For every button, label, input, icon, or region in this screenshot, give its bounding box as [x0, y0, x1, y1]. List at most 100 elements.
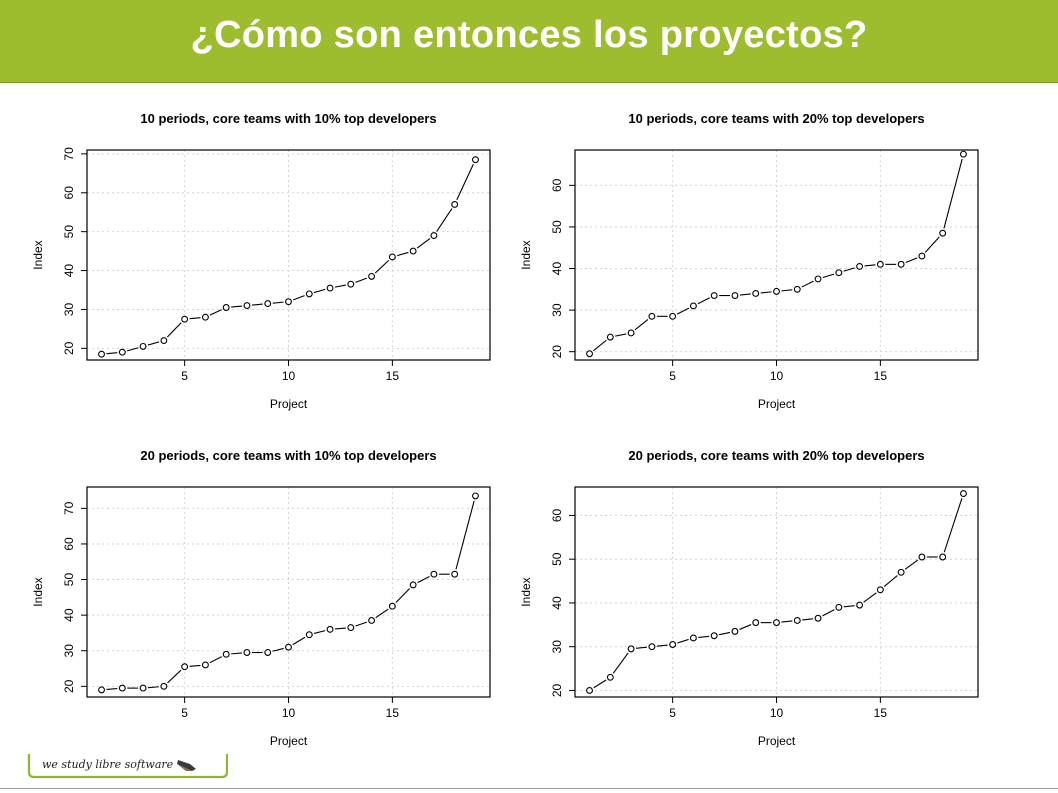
data-point [243, 302, 251, 310]
chart-svg: 10 periods, core teams with 20% top deve… [519, 111, 979, 411]
series-segment [718, 631, 731, 636]
data-point [305, 290, 313, 298]
data-point [118, 348, 126, 356]
data-point [897, 260, 905, 268]
y-tick-label: 50 [62, 573, 76, 587]
series-segment [167, 669, 182, 684]
series-segment [436, 208, 453, 232]
data-point [181, 663, 189, 671]
series-segment [905, 257, 918, 264]
y-tick-label: 70 [62, 147, 76, 161]
logo-text: we study libre software [42, 758, 174, 771]
x-tick-label: 10 [770, 706, 784, 720]
series-segment [375, 608, 389, 619]
x-tick-label: 10 [282, 706, 296, 720]
data-point [98, 350, 105, 358]
data-point [669, 312, 677, 320]
chart-svg: 10 periods, core teams with 10% top deve… [31, 111, 491, 411]
series-segment [231, 305, 243, 308]
data-point [368, 272, 376, 280]
chart-10p-20pct: 10 periods, core teams with 20% top deve… [508, 100, 1028, 430]
data-point [305, 631, 313, 639]
data-point [960, 490, 967, 498]
y-tick-label: 40 [550, 262, 564, 276]
data-point [773, 287, 780, 295]
y-tick-label: 60 [550, 178, 564, 192]
data-point [243, 649, 251, 656]
data-point [918, 553, 926, 561]
y-axis-label: Index [31, 240, 45, 269]
data-point [98, 686, 105, 694]
logo: we study libre software [26, 752, 229, 780]
y-tick-label: 30 [550, 640, 564, 654]
y-tick-label: 40 [62, 264, 76, 278]
series-segment [943, 158, 963, 229]
series-segment [656, 644, 668, 647]
data-point [347, 280, 355, 288]
chart-title: 20 periods, core teams with 10% top deve… [140, 448, 436, 463]
chart-title: 10 periods, core teams with 20% top deve… [628, 111, 924, 126]
x-tick-label: 5 [669, 369, 676, 383]
data-point [285, 298, 292, 306]
x-tick-label: 15 [874, 369, 888, 383]
data-point [606, 673, 614, 681]
data-point [201, 313, 209, 321]
y-tick-label: 50 [62, 225, 76, 239]
chart-svg: 20 periods, core teams with 10% top deve… [31, 448, 491, 748]
series-segment [272, 647, 284, 652]
data-point [472, 492, 479, 500]
series-segment [677, 638, 689, 644]
x-axis-label: Project [270, 734, 308, 748]
series-segment [593, 679, 607, 689]
data-point [669, 641, 677, 648]
logo-graphic: we study libre software [27, 754, 229, 779]
data-point [627, 329, 635, 337]
data-point [201, 661, 209, 669]
data-point [160, 337, 168, 345]
series-segment [313, 288, 326, 294]
data-point [793, 616, 801, 624]
x-axis-label: Project [758, 734, 796, 748]
y-tick-label: 20 [62, 679, 76, 693]
data-point [731, 627, 739, 635]
series-segment [781, 289, 793, 292]
data-point [876, 260, 884, 268]
series-segment [106, 352, 118, 355]
series-segment [355, 621, 368, 627]
data-point [388, 602, 396, 610]
data-point [606, 333, 614, 341]
chart-20p-20pct: 20 periods, core teams with 20% top deve… [508, 437, 1028, 767]
data-point [472, 156, 479, 164]
data-point [627, 645, 635, 653]
series-segment [843, 605, 855, 608]
data-point [160, 682, 168, 690]
y-tick-label: 40 [550, 596, 564, 610]
data-point [368, 617, 376, 624]
series-segment [739, 624, 752, 630]
series-segment [636, 646, 647, 649]
data-point [752, 619, 760, 627]
series-segment [802, 618, 814, 621]
data-point [586, 350, 593, 358]
data-point [752, 290, 760, 297]
series-segment [272, 301, 284, 304]
data-point [856, 262, 864, 270]
series-segment [397, 251, 409, 257]
data-point [710, 632, 718, 640]
data-point [710, 292, 718, 299]
slide-header: ¿Cómo son entonces los proyectos? [0, 0, 1058, 83]
series-segment [697, 297, 710, 305]
series-segment [166, 322, 182, 338]
series-segment [456, 164, 474, 201]
data-point [430, 570, 438, 578]
y-tick-label: 50 [550, 220, 564, 234]
data-point [689, 302, 697, 310]
series-segment [781, 620, 793, 623]
series-segment [334, 284, 347, 288]
data-point [648, 312, 656, 320]
series-segment [417, 576, 430, 584]
series-segment [843, 267, 855, 272]
chart-title: 10 periods, core teams with 10% top deve… [140, 111, 436, 126]
series-segment [863, 592, 877, 603]
data-point [451, 570, 459, 578]
